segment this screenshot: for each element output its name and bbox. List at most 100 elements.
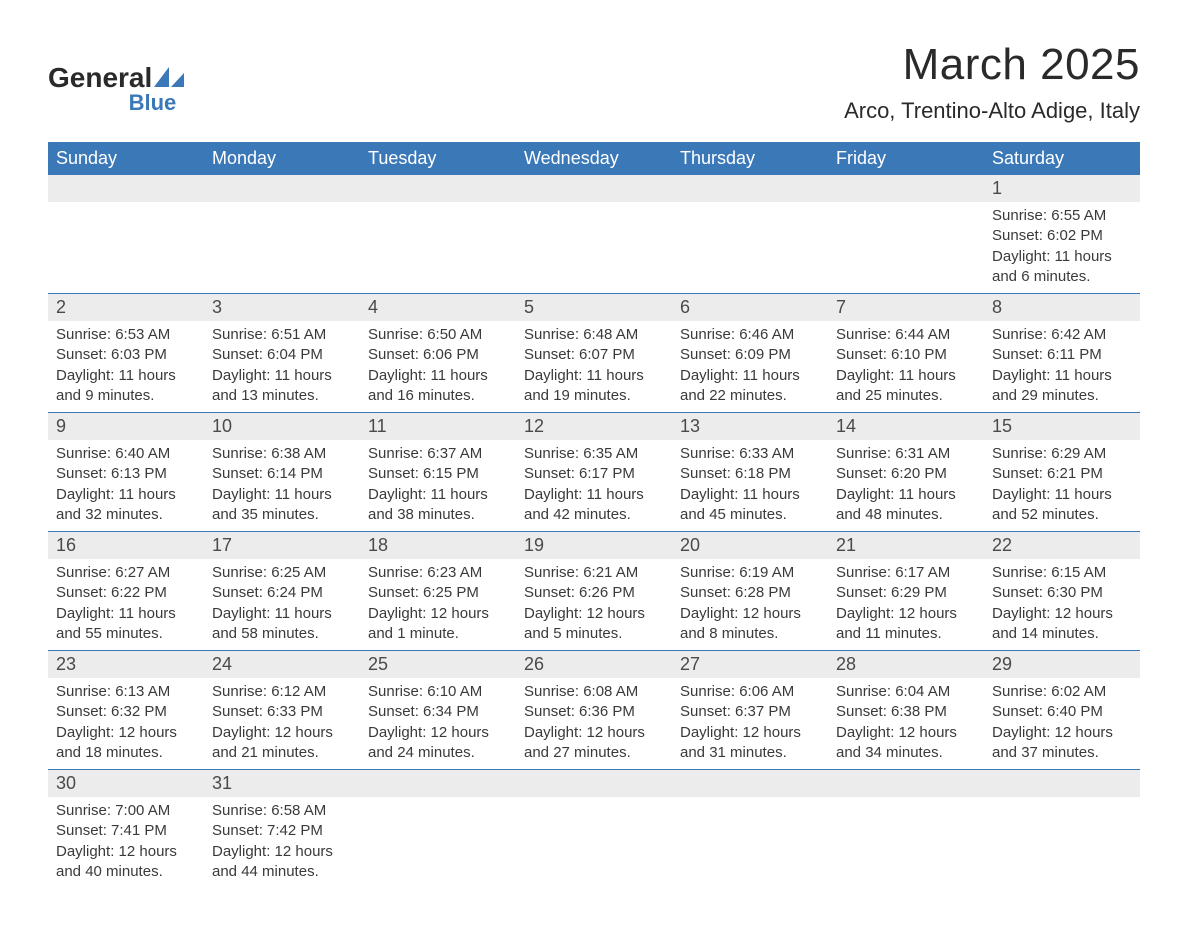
sunset-text: Sunset: 7:42 PM — [212, 821, 352, 841]
day-number: 4 — [368, 297, 378, 317]
day-content-cell: Sunrise: 6:50 AMSunset: 6:06 PMDaylight:… — [360, 321, 516, 413]
sunrise-text: Sunrise: 6:17 AM — [836, 563, 976, 583]
sunset-text: Sunset: 6:20 PM — [836, 464, 976, 484]
weekday-header: Thursday — [672, 142, 828, 175]
day2-text: and 11 minutes. — [836, 624, 976, 644]
sunrise-text: Sunrise: 6:55 AM — [992, 206, 1132, 226]
day1-text: Daylight: 11 hours — [56, 366, 196, 386]
day1-text: Daylight: 11 hours — [524, 366, 664, 386]
sunset-text: Sunset: 6:13 PM — [56, 464, 196, 484]
content-row: Sunrise: 7:00 AMSunset: 7:41 PMDaylight:… — [48, 797, 1140, 888]
brand-line2: Blue — [48, 90, 184, 116]
day-number-cell: 12 — [516, 413, 672, 441]
day-number-cell — [984, 770, 1140, 798]
day-number: 29 — [992, 654, 1012, 674]
day-number-cell — [516, 175, 672, 202]
day-number: 16 — [56, 535, 76, 555]
sunrise-text: Sunrise: 6:37 AM — [368, 444, 508, 464]
day-number: 25 — [368, 654, 388, 674]
content-row: Sunrise: 6:13 AMSunset: 6:32 PMDaylight:… — [48, 678, 1140, 770]
day-number: 28 — [836, 654, 856, 674]
day-number: 3 — [212, 297, 222, 317]
sunrise-text: Sunrise: 6:46 AM — [680, 325, 820, 345]
weekday-header: Saturday — [984, 142, 1140, 175]
day-number-cell: 15 — [984, 413, 1140, 441]
title-block: March 2025 Arco, Trentino-Alto Adige, It… — [844, 40, 1140, 134]
sunset-text: Sunset: 6:06 PM — [368, 345, 508, 365]
day1-text: Daylight: 12 hours — [524, 723, 664, 743]
day2-text: and 31 minutes. — [680, 743, 820, 763]
day-content-cell: Sunrise: 6:15 AMSunset: 6:30 PMDaylight:… — [984, 559, 1140, 651]
sunset-text: Sunset: 6:30 PM — [992, 583, 1132, 603]
day1-text: Daylight: 12 hours — [368, 604, 508, 624]
day2-text: and 19 minutes. — [524, 386, 664, 406]
sunrise-text: Sunrise: 6:51 AM — [212, 325, 352, 345]
day-content-cell — [828, 202, 984, 294]
day-content-cell — [516, 797, 672, 888]
sunset-text: Sunset: 6:03 PM — [56, 345, 196, 365]
content-row: Sunrise: 6:53 AMSunset: 6:03 PMDaylight:… — [48, 321, 1140, 413]
sunrise-text: Sunrise: 6:19 AM — [680, 563, 820, 583]
brand-line1: General — [48, 64, 184, 92]
day-number: 14 — [836, 416, 856, 436]
sunrise-text: Sunrise: 6:25 AM — [212, 563, 352, 583]
day-number: 31 — [212, 773, 232, 793]
sunset-text: Sunset: 7:41 PM — [56, 821, 196, 841]
day1-text: Daylight: 11 hours — [836, 366, 976, 386]
day1-text: Daylight: 11 hours — [212, 366, 352, 386]
day-number: 12 — [524, 416, 544, 436]
sunrise-text: Sunrise: 6:02 AM — [992, 682, 1132, 702]
day-number-cell: 7 — [828, 294, 984, 322]
day-number-cell — [204, 175, 360, 202]
sunset-text: Sunset: 6:04 PM — [212, 345, 352, 365]
page-header: General Blue March 2025 Arco, Trentino-A… — [48, 40, 1140, 134]
day2-text: and 22 minutes. — [680, 386, 820, 406]
day-content-cell: Sunrise: 6:27 AMSunset: 6:22 PMDaylight:… — [48, 559, 204, 651]
weekday-header: Wednesday — [516, 142, 672, 175]
weekday-header: Friday — [828, 142, 984, 175]
day-content-cell: Sunrise: 6:23 AMSunset: 6:25 PMDaylight:… — [360, 559, 516, 651]
day-number: 9 — [56, 416, 66, 436]
day-number: 13 — [680, 416, 700, 436]
day-content-cell: Sunrise: 6:40 AMSunset: 6:13 PMDaylight:… — [48, 440, 204, 532]
day-content-cell: Sunrise: 6:53 AMSunset: 6:03 PMDaylight:… — [48, 321, 204, 413]
day-number: 18 — [368, 535, 388, 555]
day-content-cell: Sunrise: 6:08 AMSunset: 6:36 PMDaylight:… — [516, 678, 672, 770]
day2-text: and 8 minutes. — [680, 624, 820, 644]
day-content-cell: Sunrise: 6:42 AMSunset: 6:11 PMDaylight:… — [984, 321, 1140, 413]
day-number-cell: 2 — [48, 294, 204, 322]
sunrise-text: Sunrise: 6:40 AM — [56, 444, 196, 464]
brand-logo: General Blue — [48, 40, 184, 116]
day-number-cell: 25 — [360, 651, 516, 679]
day-number-cell: 17 — [204, 532, 360, 560]
sunset-text: Sunset: 6:38 PM — [836, 702, 976, 722]
day-number-cell: 8 — [984, 294, 1140, 322]
day2-text: and 9 minutes. — [56, 386, 196, 406]
brand-sail-icon — [154, 64, 184, 92]
day-content-cell — [828, 797, 984, 888]
sunset-text: Sunset: 6:26 PM — [524, 583, 664, 603]
content-row: Sunrise: 6:27 AMSunset: 6:22 PMDaylight:… — [48, 559, 1140, 651]
day-number: 2 — [56, 297, 66, 317]
daynum-row: 2345678 — [48, 294, 1140, 322]
day-content-cell: Sunrise: 6:46 AMSunset: 6:09 PMDaylight:… — [672, 321, 828, 413]
day-content-cell: Sunrise: 6:10 AMSunset: 6:34 PMDaylight:… — [360, 678, 516, 770]
day-number: 24 — [212, 654, 232, 674]
sunrise-text: Sunrise: 6:21 AM — [524, 563, 664, 583]
day-number: 10 — [212, 416, 232, 436]
day-content-cell: Sunrise: 6:48 AMSunset: 6:07 PMDaylight:… — [516, 321, 672, 413]
daynum-row: 23242526272829 — [48, 651, 1140, 679]
day1-text: Daylight: 12 hours — [992, 604, 1132, 624]
day1-text: Daylight: 11 hours — [680, 485, 820, 505]
sunrise-text: Sunrise: 6:29 AM — [992, 444, 1132, 464]
day-content-cell — [360, 797, 516, 888]
sunrise-text: Sunrise: 6:33 AM — [680, 444, 820, 464]
sunrise-text: Sunrise: 6:04 AM — [836, 682, 976, 702]
day-number: 26 — [524, 654, 544, 674]
day-content-cell: Sunrise: 6:37 AMSunset: 6:15 PMDaylight:… — [360, 440, 516, 532]
day-content-cell: Sunrise: 6:21 AMSunset: 6:26 PMDaylight:… — [516, 559, 672, 651]
day2-text: and 38 minutes. — [368, 505, 508, 525]
day1-text: Daylight: 11 hours — [680, 366, 820, 386]
day1-text: Daylight: 12 hours — [524, 604, 664, 624]
weekday-header: Monday — [204, 142, 360, 175]
